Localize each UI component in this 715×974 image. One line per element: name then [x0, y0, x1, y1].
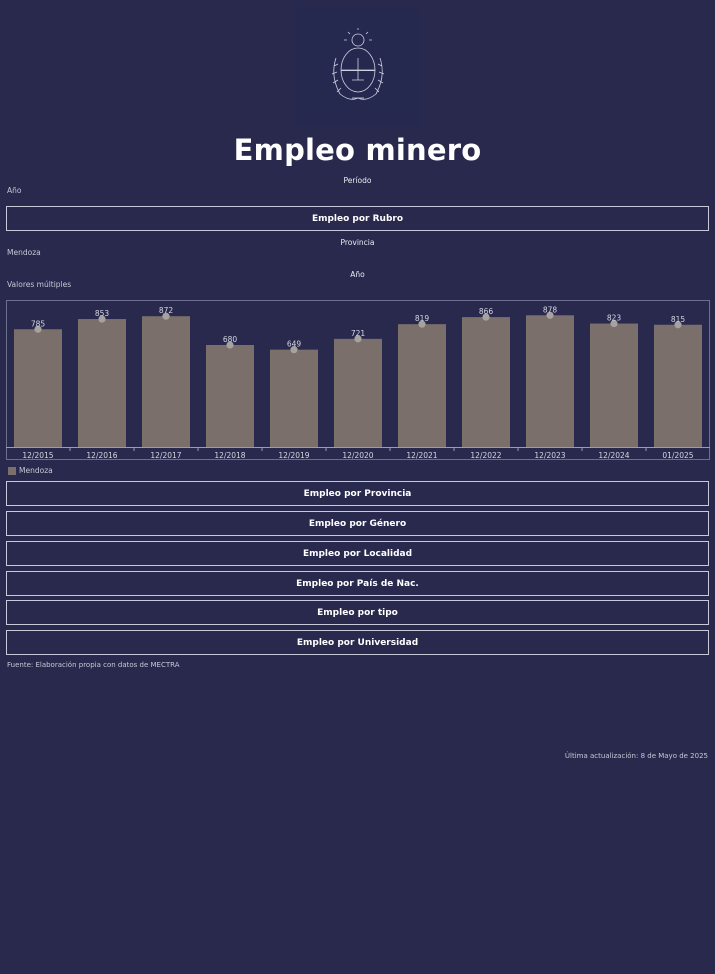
data-label-12/2024: 823: [607, 314, 622, 323]
bar-12/2015: [14, 329, 62, 447]
data-label-12/2023: 878: [543, 305, 558, 314]
coat-of-arms-logo: [297, 8, 419, 126]
bar-12/2021: [398, 324, 446, 447]
provincia-filter-label: Provincia: [340, 238, 375, 247]
point-12/2021: [418, 320, 426, 328]
periodo-filter-label: Período: [343, 176, 372, 185]
anio-filter-label: Año: [350, 270, 365, 279]
x-tick-label-12/2022: 12/2022: [470, 451, 501, 460]
x-tick-label-12/2019: 12/2019: [278, 451, 309, 460]
bar-12/2016: [78, 319, 126, 447]
x-tick-label-12/2016: 12/2016: [86, 451, 117, 460]
bar-12/2022: [462, 317, 510, 447]
bar-12/2024: [590, 323, 638, 447]
empleo-por-pais-button[interactable]: Empleo por País de Nac.: [6, 571, 709, 596]
bar-12/2017: [142, 316, 190, 447]
anio-filter-value[interactable]: Valores múltiples: [7, 280, 72, 289]
x-tick-label-12/2021: 12/2021: [406, 451, 437, 460]
point-12/2017: [162, 312, 170, 320]
point-12/2019: [290, 346, 298, 354]
data-label-12/2017: 872: [159, 306, 174, 315]
data-label-12/2019: 649: [287, 340, 302, 349]
point-12/2020: [354, 335, 362, 343]
point-12/2018: [226, 341, 234, 349]
empleo-por-provincia-button[interactable]: Empleo por Provincia: [6, 481, 709, 506]
data-label-01/2025: 815: [671, 315, 686, 324]
empleo-por-rubro-button[interactable]: Empleo por Rubro: [6, 206, 709, 231]
data-label-12/2022: 866: [479, 307, 494, 316]
chart-frame: [6, 300, 710, 460]
empleo-por-genero-button[interactable]: Empleo por Género: [6, 511, 709, 536]
data-label-12/2015: 785: [31, 319, 46, 328]
point-01/2025: [674, 321, 682, 329]
empleo-por-universidad-button[interactable]: Empleo por Universidad: [6, 630, 709, 655]
bar-12/2020: [334, 338, 382, 447]
x-tick-label-12/2017: 12/2017: [150, 451, 181, 460]
legend-swatch: [8, 466, 16, 475]
x-tick-label-12/2023: 12/2023: [534, 451, 565, 460]
coat-of-arms-icon: [331, 28, 385, 100]
data-label-12/2020: 721: [351, 329, 366, 338]
x-tick-label-12/2020: 12/2020: [342, 451, 373, 460]
empleo-por-localidad-button[interactable]: Empleo por Localidad: [6, 541, 709, 566]
chart-legend: Mendoza: [8, 466, 53, 475]
data-label-12/2016: 853: [95, 309, 110, 318]
point-12/2024: [610, 319, 618, 328]
x-tick-label-12/2018: 12/2018: [214, 451, 245, 460]
point-12/2022: [482, 313, 490, 321]
point-12/2015: [34, 325, 42, 333]
bar-01/2025: [654, 324, 702, 447]
empleo-por-tipo-button[interactable]: Empleo por tipo: [6, 600, 709, 625]
periodo-filter-value[interactable]: Año: [7, 186, 22, 195]
x-tick-label-12/2024: 12/2024: [598, 451, 629, 460]
point-12/2016: [98, 315, 106, 323]
point-12/2023: [546, 311, 554, 319]
source-note: Fuente: Elaboración propia con datos de …: [7, 661, 180, 669]
page-title: Empleo minero: [233, 133, 482, 167]
legend-label: Mendoza: [19, 466, 53, 475]
bar-12/2018: [206, 345, 254, 447]
last-updated-note: Última actualización: 8 de Mayo de 2025: [564, 752, 708, 760]
data-label-12/2018: 680: [223, 335, 238, 344]
bar-12/2023: [526, 315, 574, 447]
data-label-12/2021: 819: [415, 314, 430, 323]
x-tick-label-01/2025: 01/2025: [662, 451, 693, 460]
employment-bar-chart: 785 12/2015 853 12/2016 872 12/2017 680 12/2018…: [6, 305, 710, 460]
provincia-filter-value[interactable]: Mendoza: [7, 248, 41, 257]
x-tick-label-12/2015: 12/2015: [22, 451, 53, 460]
bar-12/2019: [270, 349, 318, 447]
